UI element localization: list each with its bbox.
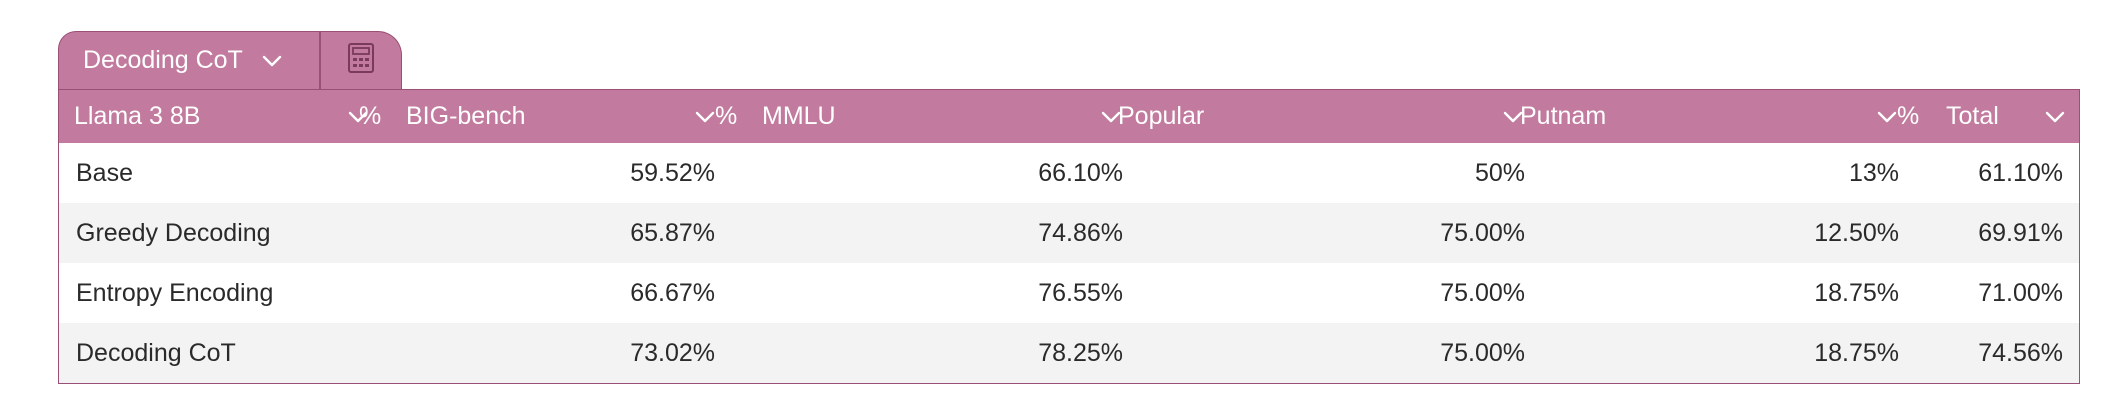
row-label: Decoding CoT bbox=[76, 338, 236, 367]
row-label: Base bbox=[76, 158, 133, 187]
chevron-down-icon[interactable] bbox=[694, 110, 716, 124]
table-header: Llama 3 8B % BIG-bench % MMLU bbox=[59, 90, 2079, 143]
mmlu-cell[interactable]: 74.86% bbox=[1038, 218, 1123, 247]
chevron-down-icon[interactable] bbox=[1876, 110, 1898, 124]
column-label: Popular bbox=[1118, 102, 1205, 130]
row-label: Entropy Encoding bbox=[76, 278, 274, 307]
putnam-cell[interactable]: 12.50% bbox=[1814, 218, 1899, 247]
chevron-down-icon[interactable] bbox=[2044, 110, 2066, 124]
putnam-cell[interactable]: 13% bbox=[1848, 158, 1899, 187]
column-label: Total bbox=[1946, 102, 1999, 130]
percent-format-indicator: % bbox=[359, 102, 382, 130]
total-cell[interactable]: 74.56% bbox=[1978, 338, 2063, 367]
tab-decoding-cot[interactable]: Decoding CoT bbox=[58, 31, 320, 89]
total-cell[interactable]: 61.10% bbox=[1978, 158, 2063, 187]
popular-cell[interactable]: 75.00% bbox=[1440, 278, 1525, 307]
bigbench-cell[interactable]: 73.02% bbox=[630, 338, 715, 367]
data-table: Llama 3 8B % BIG-bench % MMLU bbox=[58, 89, 2080, 384]
putnam-cell[interactable]: 18.75% bbox=[1814, 278, 1899, 307]
column-header-total[interactable]: Total bbox=[1946, 90, 2078, 143]
table-row[interactable]: Decoding CoT 73.02% 78.25% 75.00% 18.75%… bbox=[59, 323, 2079, 383]
popular-cell[interactable]: 75.00% bbox=[1440, 218, 1525, 247]
popular-cell[interactable]: 50% bbox=[1474, 158, 1525, 187]
total-cell[interactable]: 69.91% bbox=[1978, 218, 2063, 247]
tab-bar: Decoding CoT bbox=[58, 31, 402, 89]
column-header-putnam[interactable]: Putnam bbox=[1520, 90, 1908, 143]
putnam-cell[interactable]: 18.75% bbox=[1814, 338, 1899, 367]
column-header-model[interactable]: Llama 3 8B bbox=[74, 90, 379, 143]
column-label: Putnam bbox=[1520, 102, 1607, 130]
percent-format-indicator: % bbox=[1897, 102, 1920, 130]
bigbench-cell[interactable]: 59.52% bbox=[630, 158, 715, 187]
chevron-down-icon[interactable] bbox=[261, 54, 283, 68]
total-cell[interactable]: 71.00% bbox=[1978, 278, 2063, 307]
percent-format-indicator: % bbox=[715, 102, 738, 130]
column-header-bigbench[interactable]: BIG-bench bbox=[406, 90, 726, 143]
table-row[interactable]: Entropy Encoding 66.67% 76.55% 75.00% 18… bbox=[59, 263, 2079, 323]
mmlu-cell[interactable]: 66.10% bbox=[1038, 158, 1123, 187]
chevron-down-icon[interactable] bbox=[1100, 110, 1122, 124]
tab-label: Decoding CoT bbox=[83, 46, 243, 74]
calculator-icon bbox=[344, 41, 378, 80]
bigbench-cell[interactable]: 65.87% bbox=[630, 218, 715, 247]
table-row[interactable]: Greedy Decoding 65.87% 74.86% 75.00% 12.… bbox=[59, 203, 2079, 263]
popular-cell[interactable]: 75.00% bbox=[1440, 338, 1525, 367]
mmlu-cell[interactable]: 78.25% bbox=[1038, 338, 1123, 367]
column-header-mmlu[interactable]: MMLU bbox=[762, 90, 1132, 143]
chevron-down-icon[interactable] bbox=[347, 110, 369, 124]
column-label: BIG-bench bbox=[406, 102, 526, 130]
column-label: Llama 3 8B bbox=[74, 102, 201, 130]
column-header-popular[interactable]: Popular bbox=[1118, 90, 1534, 143]
chevron-down-icon[interactable] bbox=[1502, 110, 1524, 124]
row-label: Greedy Decoding bbox=[76, 218, 271, 247]
column-label: MMLU bbox=[762, 102, 836, 130]
bigbench-cell[interactable]: 66.67% bbox=[630, 278, 715, 307]
mmlu-cell[interactable]: 76.55% bbox=[1038, 278, 1123, 307]
table-row[interactable]: Base 59.52% 66.10% 50% 13% 61.10% bbox=[59, 143, 2079, 203]
calculator-button[interactable] bbox=[320, 31, 402, 89]
